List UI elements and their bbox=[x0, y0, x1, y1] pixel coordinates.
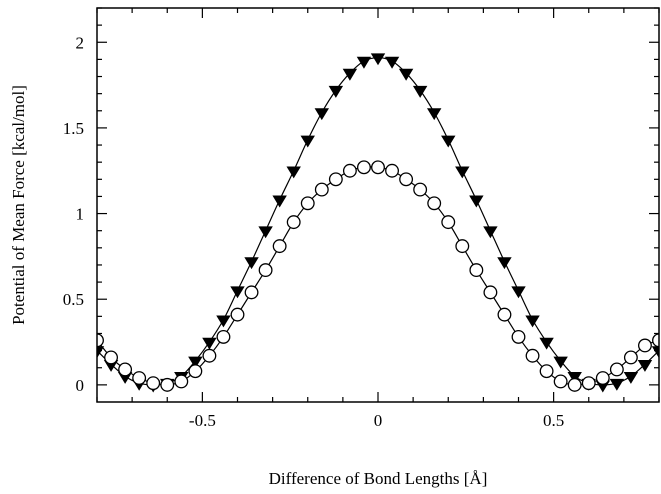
circle-marker bbox=[286, 215, 301, 230]
circle-marker bbox=[104, 350, 119, 365]
triangle-marker bbox=[412, 85, 428, 98]
triangle-marker bbox=[272, 195, 287, 208]
y-tick-label: 0.5 bbox=[63, 290, 84, 309]
triangle-marker bbox=[567, 372, 582, 384]
circle-marker bbox=[216, 329, 231, 344]
triangle-marker bbox=[539, 337, 554, 350]
circle-marker bbox=[483, 285, 498, 300]
series-line-1 bbox=[97, 166, 659, 386]
circle-marker bbox=[497, 307, 512, 322]
circle-marker bbox=[371, 160, 385, 175]
circle-marker bbox=[581, 376, 596, 391]
triangle-marker bbox=[623, 372, 639, 384]
circle-marker bbox=[399, 172, 414, 187]
triangle-marker bbox=[637, 360, 653, 372]
circle-marker bbox=[230, 307, 245, 322]
circle-marker bbox=[427, 196, 442, 211]
circle-marker bbox=[97, 333, 104, 348]
circle-marker bbox=[413, 182, 428, 197]
circle-marker bbox=[511, 329, 526, 344]
y-tick-label: 2 bbox=[76, 33, 85, 52]
y-tick-label: 0 bbox=[76, 376, 85, 395]
triangle-marker bbox=[286, 166, 301, 179]
series-curves bbox=[97, 57, 659, 386]
circle-marker bbox=[652, 333, 659, 348]
circle-marker bbox=[525, 348, 540, 363]
triangle-marker bbox=[426, 108, 442, 121]
triangle-marker bbox=[314, 108, 330, 121]
circle-marker bbox=[328, 172, 343, 187]
y-tick-label: 1 bbox=[76, 205, 85, 224]
triangle-marker bbox=[202, 337, 217, 350]
circle-marker bbox=[553, 374, 568, 389]
triangle-marker bbox=[244, 257, 259, 270]
x-tick-label: 0 bbox=[374, 411, 383, 430]
triangle-marker bbox=[553, 356, 568, 369]
triangle-marker bbox=[300, 135, 315, 148]
triangle-marker bbox=[328, 85, 344, 98]
triangle-marker bbox=[483, 226, 498, 239]
circle-marker bbox=[539, 364, 554, 379]
triangle-marker bbox=[398, 68, 414, 81]
axis-ticks bbox=[96, 7, 660, 402]
triangle-marker bbox=[384, 56, 400, 69]
triangle-marker bbox=[188, 356, 203, 369]
circle-marker bbox=[455, 239, 470, 254]
triangle-marker bbox=[97, 346, 105, 359]
circle-marker bbox=[609, 362, 624, 377]
circle-marker bbox=[441, 215, 456, 230]
triangle-marker bbox=[609, 378, 625, 391]
triangle-marker bbox=[441, 135, 456, 148]
triangle-marker bbox=[525, 315, 540, 328]
triangle-marker bbox=[469, 195, 484, 208]
circle-marker bbox=[272, 239, 287, 254]
circle-marker bbox=[160, 377, 175, 392]
triangle-marker bbox=[356, 56, 372, 69]
circle-marker bbox=[146, 376, 161, 391]
triangle-marker bbox=[230, 286, 245, 299]
triangle-marker bbox=[342, 68, 358, 81]
circle-marker bbox=[385, 163, 400, 178]
circle-marker bbox=[188, 364, 203, 379]
y-axis-label: Potential of Mean Force [kcal/mol] bbox=[9, 85, 28, 325]
circle-marker bbox=[118, 362, 133, 377]
x-tick-labels: -0.5 0 0.5 bbox=[189, 411, 564, 430]
y-tick-label: 1.5 bbox=[63, 119, 84, 138]
triangle-marker bbox=[455, 166, 470, 179]
circle-marker bbox=[469, 263, 484, 278]
series-markers bbox=[97, 53, 659, 393]
triangle-marker bbox=[216, 315, 231, 328]
circle-marker bbox=[595, 371, 610, 385]
circle-marker bbox=[638, 338, 652, 353]
x-tick-label: 0.5 bbox=[543, 411, 564, 430]
triangle-marker bbox=[497, 257, 512, 270]
circle-marker bbox=[623, 350, 638, 365]
y-tick-labels: 0 0.5 1 1.5 2 bbox=[63, 33, 84, 395]
circle-marker bbox=[174, 374, 189, 389]
x-tick-label: -0.5 bbox=[189, 411, 216, 430]
plot-frame bbox=[96, 7, 660, 403]
x-axis-label: Difference of Bond Lengths [Å] bbox=[269, 469, 488, 488]
circle-marker bbox=[314, 182, 329, 197]
circle-marker bbox=[300, 196, 315, 211]
circle-marker bbox=[567, 377, 582, 392]
circle-marker bbox=[132, 371, 147, 385]
circle-marker bbox=[202, 348, 217, 363]
circle-marker bbox=[342, 163, 357, 178]
triangle-marker bbox=[370, 53, 386, 66]
circle-marker bbox=[357, 160, 371, 175]
triangle-marker bbox=[651, 346, 659, 359]
series-line-0 bbox=[97, 57, 659, 386]
circle-marker bbox=[258, 263, 273, 278]
circle-marker bbox=[244, 285, 259, 300]
triangle-marker bbox=[258, 226, 273, 239]
triangle-marker bbox=[511, 286, 526, 299]
